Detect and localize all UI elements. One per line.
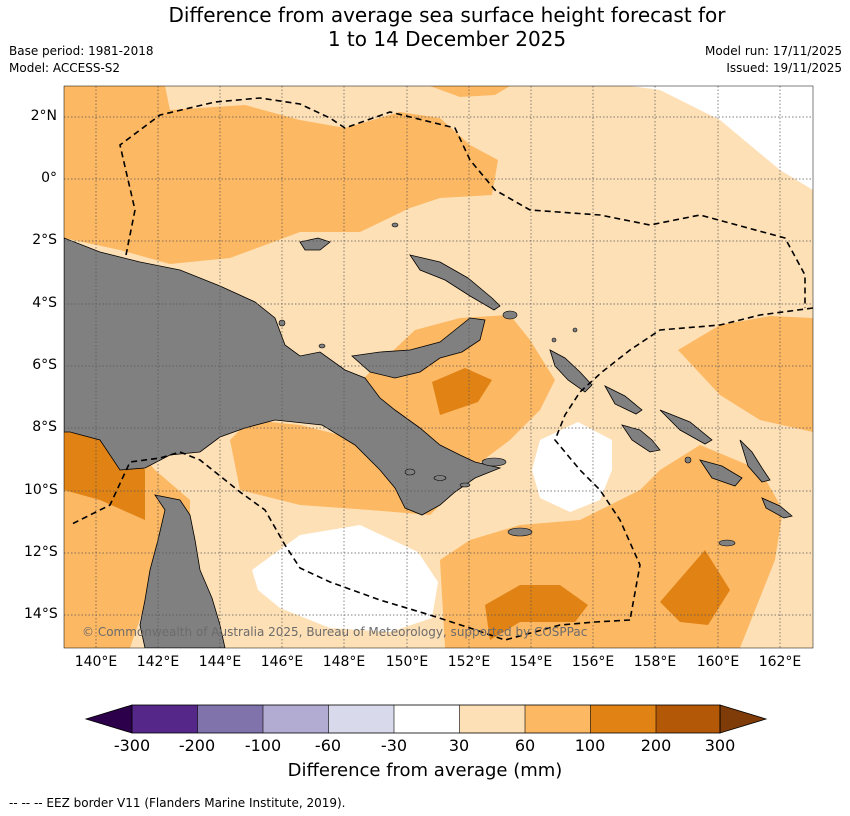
model-name: Model: ACCESS-S2 — [9, 61, 121, 75]
colorbar-tick-5: 30 — [448, 736, 470, 755]
lat-label-4s: 4°S — [32, 295, 57, 311]
colorbar-tick-7: 100 — [574, 736, 606, 755]
colorbar-tick-8: 200 — [640, 736, 672, 755]
lon-label-140e: 140°E — [74, 654, 118, 670]
meta-left: Base period: 1981-2018 Model: ACCESS-S2 — [9, 43, 154, 77]
colorbar-tick-9: 300 — [704, 736, 736, 755]
small-islands — [278, 222, 736, 547]
colorbar-extend-low — [84, 704, 133, 734]
meta-right: Model run: 17/11/2025 Issued: 19/11/2025 — [705, 43, 842, 77]
colorbar-cell-4 — [328, 705, 394, 733]
colorbar-tick-1: -200 — [178, 736, 216, 755]
map-frame — [63, 85, 814, 649]
land-new-britain — [351, 317, 486, 379]
lat-label-14s: 14°S — [24, 606, 58, 622]
colorbar-tick-3: -60 — [314, 736, 342, 755]
lon-label-154e: 154°E — [509, 654, 553, 670]
lon-label-160e: 160°E — [696, 654, 740, 670]
land-new-georgia — [621, 424, 661, 453]
title-line-1: Difference from average sea surface heig… — [168, 3, 726, 27]
lon-label-152e: 152°E — [447, 654, 491, 670]
lat-label-10s: 10°S — [24, 482, 58, 498]
lon-label-142e: 142°E — [136, 654, 180, 670]
lon-label-146e: 146°E — [260, 654, 304, 670]
land-new-ireland — [409, 254, 501, 311]
anomaly-band-near-zero-south — [252, 525, 438, 632]
lat-label-8s: 8°S — [32, 419, 57, 435]
eez-legend-footnote: -- -- -- EEZ border V11 (Flanders Marine… — [9, 796, 346, 810]
lon-label-148e: 148°E — [322, 654, 366, 670]
lon-label-144e: 144°E — [198, 654, 242, 670]
land-cape-york — [139, 494, 226, 648]
colorbar-cell-2 — [197, 705, 263, 733]
colorbar-cell-5 — [394, 705, 460, 733]
colorbar-tick-4: -30 — [380, 736, 408, 755]
land-makira — [761, 497, 793, 519]
land-bougainville — [549, 349, 593, 393]
lon-label-150e: 150°E — [385, 654, 429, 670]
colorbar-dividers — [197, 705, 657, 733]
land-santa-isabel — [659, 409, 713, 445]
lat-label-0: 0° — [41, 170, 57, 186]
lon-label-156e: 156°E — [571, 654, 615, 670]
land-manus — [299, 237, 331, 251]
lat-label-6s: 6°S — [32, 357, 57, 373]
eez-border — [69, 97, 813, 641]
anomaly-band-60-100-north — [64, 86, 498, 264]
colorbar-cell-8 — [590, 705, 656, 733]
land-malaita — [739, 439, 771, 483]
anomaly-band-near-zero-coral-sea — [532, 422, 612, 512]
lat-label-12s: 12°S — [24, 544, 58, 560]
colorbar-extend-high — [719, 704, 768, 734]
colorbar-cell-9 — [656, 705, 720, 733]
anomaly-band-60-100-east — [678, 316, 813, 432]
colorbar-tick-2: -100 — [244, 736, 282, 755]
colorbar-frame — [131, 704, 721, 734]
issued-date: Issued: 19/11/2025 — [726, 61, 842, 75]
graticule — [64, 86, 813, 648]
anomaly-band-60-100-top — [430, 86, 510, 97]
lon-label-158e: 158°E — [633, 654, 677, 670]
base-period: Base period: 1981-2018 — [9, 44, 154, 58]
map-title: Difference from average sea surface heig… — [0, 3, 850, 51]
anomaly-band-100-200-central — [432, 368, 492, 415]
anomaly-band-100-200-se — [660, 550, 730, 625]
anomaly-band-100-200-south — [485, 585, 588, 640]
colorbar-cell-6 — [459, 705, 525, 733]
colorbar-cell-3 — [263, 705, 329, 733]
lon-label-162e: 162°E — [758, 654, 802, 670]
colorbar-label: Difference from average (mm) — [287, 760, 563, 781]
copyright-notice: © Commonwealth of Australia 2025, Bureau… — [82, 625, 588, 639]
title-line-2: 1 to 14 December 2025 — [327, 27, 567, 51]
model-run: Model run: 17/11/2025 — [704, 44, 842, 58]
colorbar-cell-1 — [132, 705, 198, 733]
colorbar-tick-6: 60 — [514, 736, 536, 755]
colorbar-tick-0: -300 — [113, 736, 151, 755]
land-choiseul — [604, 385, 643, 415]
anomaly-band-near-zero-ne — [630, 86, 813, 190]
colorbar-cell-7 — [525, 705, 591, 733]
lat-label-2n: 2°N — [30, 108, 57, 124]
lat-label-2s: 2°S — [32, 232, 57, 248]
